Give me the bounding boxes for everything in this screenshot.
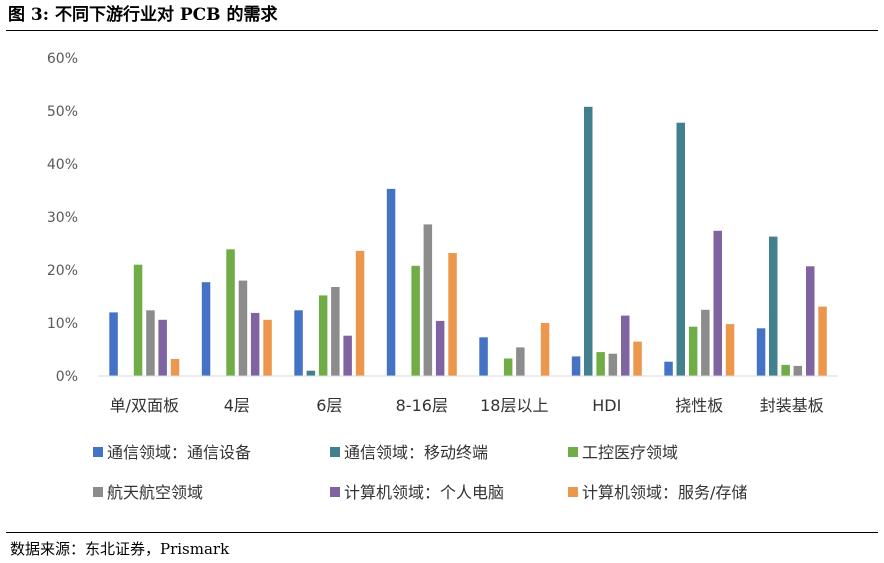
bar [608, 353, 618, 376]
bar [133, 264, 143, 376]
bar [170, 359, 180, 376]
legend-swatch [93, 447, 103, 457]
bar [769, 236, 778, 376]
bar [540, 323, 550, 376]
y-tick-label: 30% [47, 210, 78, 226]
bar [435, 320, 445, 376]
x-tick-label: 8-16层 [396, 396, 448, 415]
source-note: 数据来源：东北证券，Prismark [10, 540, 230, 558]
legend-swatch [568, 487, 578, 497]
legend-swatch [330, 447, 340, 457]
bar [713, 230, 722, 376]
bar [584, 106, 593, 377]
legend-swatch [93, 487, 103, 497]
bar [688, 326, 698, 376]
legend-swatch [330, 487, 340, 497]
bar [238, 280, 248, 376]
bar [250, 312, 260, 376]
bar [158, 319, 167, 376]
bar [318, 295, 328, 376]
bar [596, 352, 605, 376]
bar [503, 358, 513, 376]
bar [725, 324, 735, 376]
bottom-rule [6, 532, 878, 533]
bar [781, 364, 790, 376]
bar [516, 347, 525, 376]
x-axis-labels: 单/双面板 4层 6层 8-16层 18层以上 HDI 挠性板 封装基板 [110, 396, 824, 415]
legend-label: 计算机领域：服务/存储 [582, 483, 747, 502]
bars [109, 106, 827, 377]
legend-label: 航天航空领域 [107, 483, 203, 502]
legend-label: 计算机领域：个人电脑 [344, 483, 504, 502]
legend-swatch [568, 447, 578, 457]
bar [411, 265, 420, 376]
bar [109, 312, 118, 376]
figure-title: 图 3: 不同下游行业对 PCB 的需求 [8, 5, 278, 25]
bar [448, 253, 457, 376]
bar [621, 315, 630, 376]
legend-label: 工控医疗领域 [582, 443, 678, 462]
bar [664, 361, 673, 376]
bar [355, 250, 365, 376]
bar [146, 310, 155, 376]
legend-label: 通信领域：移动终端 [344, 443, 488, 462]
bar [386, 188, 396, 376]
bar [423, 224, 433, 376]
bar [331, 287, 340, 376]
x-tick-label: 6层 [316, 396, 342, 415]
bar [263, 319, 272, 376]
bar-chart: 0% 10% 20% 30% 40% 50% 60% 单/双面板 4层 6层 8-16层 18层以上… [47, 51, 838, 502]
x-tick-label: 封装基板 [760, 396, 824, 415]
bar [571, 356, 581, 376]
x-tick-label: HDI [592, 396, 621, 415]
bar [226, 249, 235, 376]
bar [701, 309, 710, 377]
y-tick-label: 60% [47, 51, 78, 67]
bar [343, 335, 352, 376]
y-tick-label: 20% [47, 263, 78, 279]
bar [676, 122, 685, 376]
x-tick-label: 挠性板 [675, 396, 723, 415]
y-tick-label: 40% [47, 157, 78, 173]
x-tick-label: 4层 [224, 396, 250, 415]
y-tick-label: 0% [56, 369, 78, 385]
y-tick-label: 10% [47, 316, 78, 332]
bar [294, 310, 303, 376]
y-axis: 0% 10% 20% 30% 40% 50% 60% [47, 51, 78, 385]
bar [201, 282, 211, 376]
legend-label: 通信领域：通信设备 [107, 443, 251, 462]
bar [793, 365, 803, 376]
bar [479, 337, 488, 376]
y-tick-label: 50% [47, 104, 78, 120]
bar [306, 370, 316, 376]
x-tick-label: 18层以上 [480, 396, 548, 415]
x-tick-label: 单/双面板 [110, 396, 179, 415]
top-rule [6, 30, 878, 31]
bar [756, 328, 766, 376]
bar [818, 306, 827, 376]
bar [633, 341, 642, 376]
bar [806, 266, 815, 376]
